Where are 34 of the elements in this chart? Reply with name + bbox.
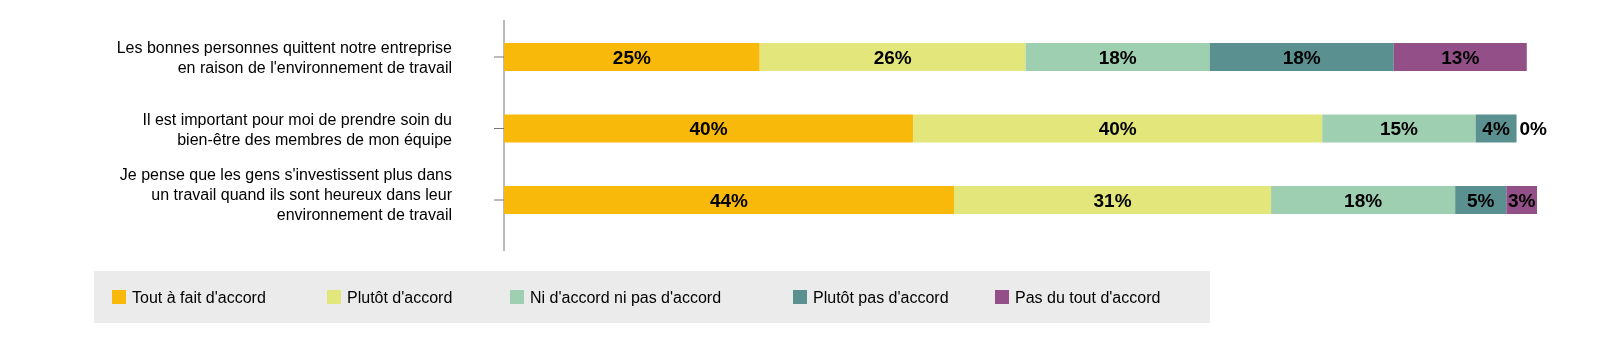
legend-label: Tout à fait d'accord <box>132 288 266 306</box>
data-label: 13% <box>1441 46 1480 68</box>
bar <box>1025 43 1210 71</box>
data-label: 18% <box>1098 46 1137 68</box>
data-label: 15% <box>1379 118 1419 140</box>
data-label: 18% <box>1282 46 1321 68</box>
legend-label: Plutôt pas d'accord <box>813 288 949 306</box>
data-label: 40% <box>689 118 728 140</box>
bar <box>1393 43 1527 71</box>
bar <box>1209 43 1394 71</box>
bar <box>1271 186 1456 214</box>
y-tick-label: Les bonnes personnes quittent notre entreprise en raison de l'environnement de travail <box>116 39 453 76</box>
legend-label: Plutôt d'accord <box>347 288 453 306</box>
legend-label: Pas du tout d'accord <box>1015 288 1161 306</box>
data-label: 40% <box>1098 118 1137 140</box>
bar <box>504 186 955 214</box>
data-label: 44% <box>709 189 749 211</box>
data-label: 18% <box>1344 189 1383 211</box>
data-label: 0% <box>1519 118 1548 140</box>
data-label: 5% <box>1467 189 1495 211</box>
bar <box>504 43 760 71</box>
bar <box>913 114 1323 143</box>
data-label: 26% <box>873 46 912 68</box>
data-label: 4% <box>1482 118 1510 140</box>
bar <box>504 114 914 143</box>
y-tick-label: Il est important pour moi de prendre soin du bien-être des membres de mon équipe <box>142 110 453 148</box>
data-label: 25% <box>612 46 651 68</box>
bar <box>759 43 1026 71</box>
data-label: 31% <box>1093 189 1132 211</box>
bar <box>1322 114 1476 143</box>
bar <box>954 186 1272 214</box>
legend-label: Ni d'accord ni pas d'accord <box>530 288 722 306</box>
y-tick-label: Je pense que les gens s'investissent plus dans un travail quand ils sont heureux dans leur environnement de travail <box>119 166 453 223</box>
data-label: 3% <box>1507 189 1536 211</box>
